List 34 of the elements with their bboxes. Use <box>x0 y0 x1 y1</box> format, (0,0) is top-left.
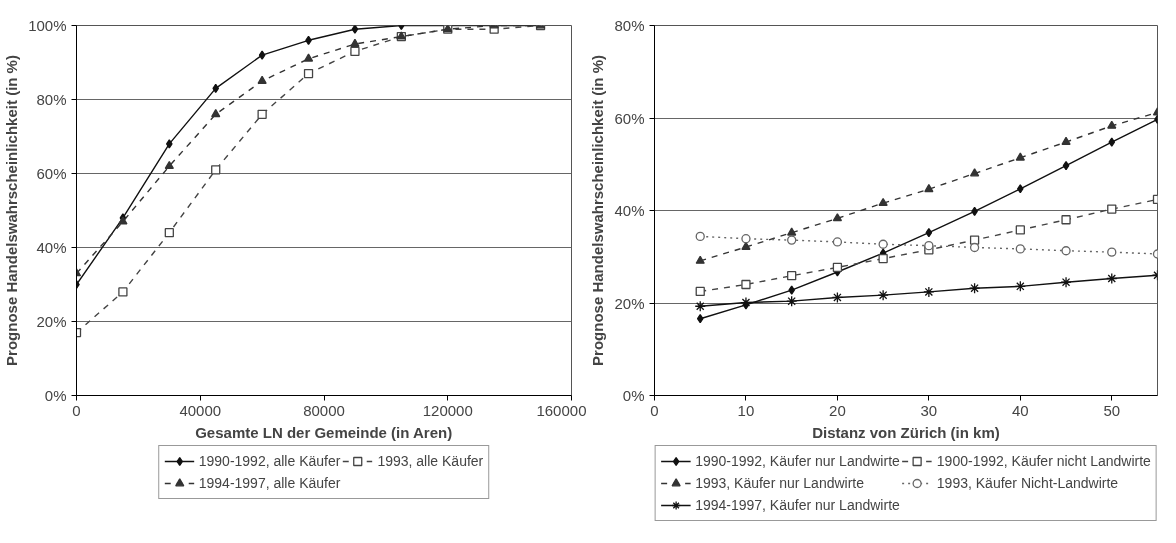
y-tick-label: 0% <box>44 387 67 404</box>
legend-label: 1993, alle Käufer <box>377 453 484 469</box>
legend-label: 1993, Käufer Nicht-Landwirte <box>936 475 1119 491</box>
x-tick-label: 30 <box>920 401 938 419</box>
y-tick-label: 40% <box>36 239 67 256</box>
legend-label: 1994-1997, alle Käufer <box>198 475 341 491</box>
y-tick-label: 80% <box>36 91 67 108</box>
x-tick-label: 0 <box>72 401 81 419</box>
y-tick-label: 0% <box>622 387 645 404</box>
x-axis-title: Gesamte LN der Gemeinde (in Aren) <box>195 423 453 441</box>
y-tick-label: 20% <box>36 313 67 330</box>
x-tick-label: 10 <box>737 401 755 419</box>
y-tick-label: 40% <box>614 202 645 219</box>
y-tick-label: 80% <box>614 17 645 34</box>
x-tick-label: 50 <box>1103 401 1121 419</box>
x-tick-label: 120000 <box>422 401 473 419</box>
legend-label: 1990-1992, Käufer nur Landwirte <box>695 453 900 469</box>
y-tick-label: 60% <box>36 165 67 182</box>
x-tick-label: 40 <box>1011 401 1029 419</box>
x-tick-label: 0 <box>650 401 659 419</box>
x-tick-label: 160000 <box>536 401 587 419</box>
legend-label: 1994-1997, Käufer nur Landwirte <box>695 497 900 513</box>
y-axis-title: Prognose Handelswahrscheinlichkeit (in %) <box>589 55 607 366</box>
x-tick-label: 40000 <box>179 401 222 419</box>
y-tick-label: 100% <box>28 17 67 34</box>
x-tick-label: 80000 <box>303 401 345 419</box>
y-tick-label: 60% <box>614 109 645 127</box>
legend-label: 1993, Käufer nur Landwirte <box>695 475 865 491</box>
x-axis-title: Distanz von Zürich (in km) <box>812 423 1000 441</box>
y-tick-label: 20% <box>614 294 645 312</box>
y-axis-title: Prognose Handelswahrscheinlichkeit (in %) <box>3 55 21 366</box>
legend-label: 1990-1992, alle Käufer <box>198 453 341 469</box>
x-tick-label: 20 <box>829 401 846 419</box>
legend-label: 1900-1992, Käufer nicht Landwirte <box>936 453 1151 469</box>
